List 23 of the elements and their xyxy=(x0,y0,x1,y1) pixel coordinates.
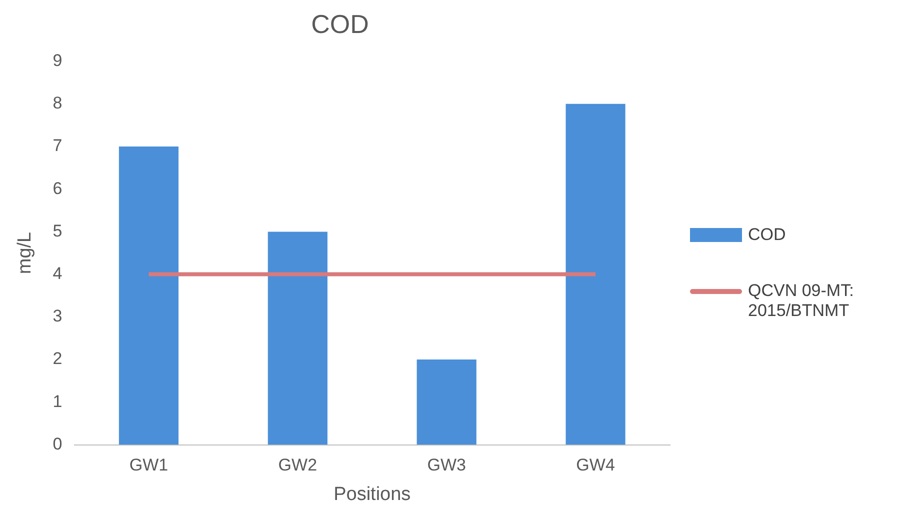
y-tick-label: 7 xyxy=(52,136,62,156)
y-tick-label: 1 xyxy=(52,392,62,411)
y-tick-label: 8 xyxy=(52,94,62,113)
y-tick-label: 9 xyxy=(52,50,62,70)
y-axis-title: mg/L xyxy=(14,232,36,274)
chart-title: COD xyxy=(311,8,369,39)
bar xyxy=(566,104,626,445)
x-tick-label: GW4 xyxy=(576,456,615,475)
y-tick-label: 4 xyxy=(52,264,62,283)
y-tick-label: 2 xyxy=(52,349,62,368)
y-tick-label: 5 xyxy=(52,221,62,240)
x-tick-label: GW3 xyxy=(427,456,466,475)
bar xyxy=(416,360,476,445)
y-tick-label: 6 xyxy=(52,178,62,198)
x-tick-label: GW1 xyxy=(129,456,168,475)
legend-label: COD xyxy=(748,225,786,245)
x-axis-title: Positions xyxy=(334,484,411,505)
y-tick-label: 3 xyxy=(52,306,62,326)
x-tick-label: GW2 xyxy=(278,456,318,475)
bar xyxy=(118,146,179,445)
y-tick-label: 0 xyxy=(52,434,62,454)
bar xyxy=(268,232,328,445)
legend-label: QCVN 09-MT: 2015/BTNMT xyxy=(748,281,855,321)
